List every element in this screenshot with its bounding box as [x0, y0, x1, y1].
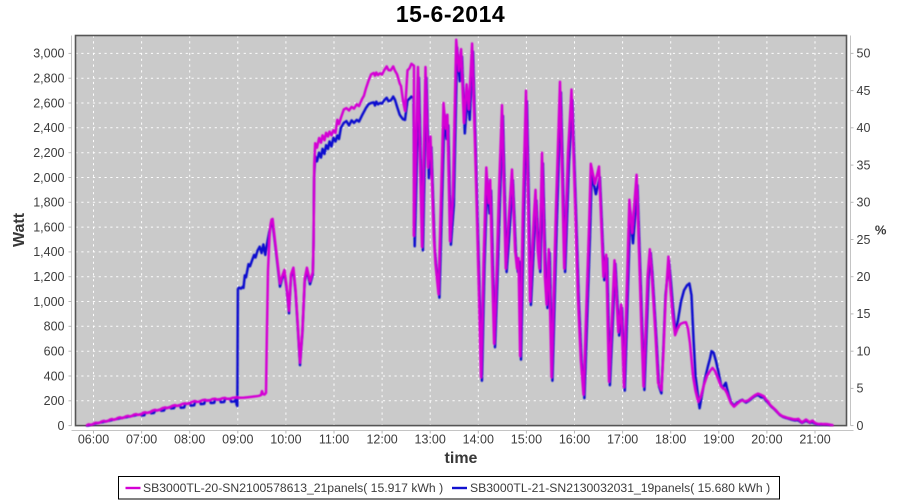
- svg-text:400: 400: [44, 369, 65, 383]
- svg-text:2,000: 2,000: [33, 171, 64, 185]
- svg-text:16:00: 16:00: [559, 433, 590, 447]
- svg-text:SB3000TL-21-SN2130032031_19pan: SB3000TL-21-SN2130032031_19panels( 15.68…: [470, 481, 770, 495]
- svg-text:13:00: 13:00: [415, 433, 446, 447]
- svg-text:1,000: 1,000: [33, 295, 64, 309]
- svg-text:800: 800: [44, 320, 65, 334]
- svg-text:45: 45: [857, 84, 871, 98]
- svg-text:20:00: 20:00: [751, 433, 782, 447]
- svg-text:06:00: 06:00: [78, 433, 109, 447]
- svg-text:15:00: 15:00: [511, 433, 542, 447]
- svg-text:19:00: 19:00: [703, 433, 734, 447]
- svg-text:1,800: 1,800: [33, 196, 64, 210]
- svg-text:1,600: 1,600: [33, 220, 64, 234]
- svg-text:2,600: 2,600: [33, 96, 64, 110]
- svg-text:SB3000TL-20-SN2100578613_21pan: SB3000TL-20-SN2100578613_21panels( 15.91…: [143, 481, 443, 495]
- svg-text:2,400: 2,400: [33, 121, 64, 135]
- svg-text:25: 25: [857, 233, 871, 247]
- svg-text:07:00: 07:00: [126, 433, 157, 447]
- svg-text:10:00: 10:00: [270, 433, 301, 447]
- svg-text:40: 40: [857, 121, 871, 135]
- svg-text:15-6-2014: 15-6-2014: [396, 1, 505, 27]
- svg-text:600: 600: [44, 345, 65, 359]
- svg-text:5: 5: [857, 382, 864, 396]
- svg-text:Watt: Watt: [11, 212, 28, 247]
- svg-text:%: %: [875, 223, 887, 238]
- svg-text:15: 15: [857, 307, 871, 321]
- svg-text:time: time: [445, 450, 478, 467]
- svg-text:30: 30: [857, 196, 871, 210]
- svg-text:10: 10: [857, 345, 871, 359]
- svg-text:11:00: 11:00: [319, 433, 349, 447]
- svg-text:3,000: 3,000: [33, 47, 64, 61]
- svg-text:21:00: 21:00: [799, 433, 830, 447]
- svg-text:1,400: 1,400: [33, 245, 64, 259]
- svg-text:17:00: 17:00: [607, 433, 638, 447]
- svg-text:2,200: 2,200: [33, 146, 64, 160]
- svg-text:14:00: 14:00: [463, 433, 494, 447]
- svg-text:08:00: 08:00: [174, 433, 205, 447]
- svg-text:0: 0: [58, 419, 65, 433]
- svg-text:0: 0: [857, 419, 864, 433]
- svg-text:12:00: 12:00: [366, 433, 397, 447]
- svg-text:1,200: 1,200: [33, 270, 64, 284]
- svg-text:09:00: 09:00: [222, 433, 253, 447]
- svg-text:2,800: 2,800: [33, 72, 64, 86]
- svg-text:18:00: 18:00: [655, 433, 686, 447]
- svg-text:200: 200: [44, 394, 65, 408]
- svg-text:35: 35: [857, 158, 871, 172]
- svg-text:20: 20: [857, 270, 871, 284]
- svg-text:50: 50: [857, 47, 871, 61]
